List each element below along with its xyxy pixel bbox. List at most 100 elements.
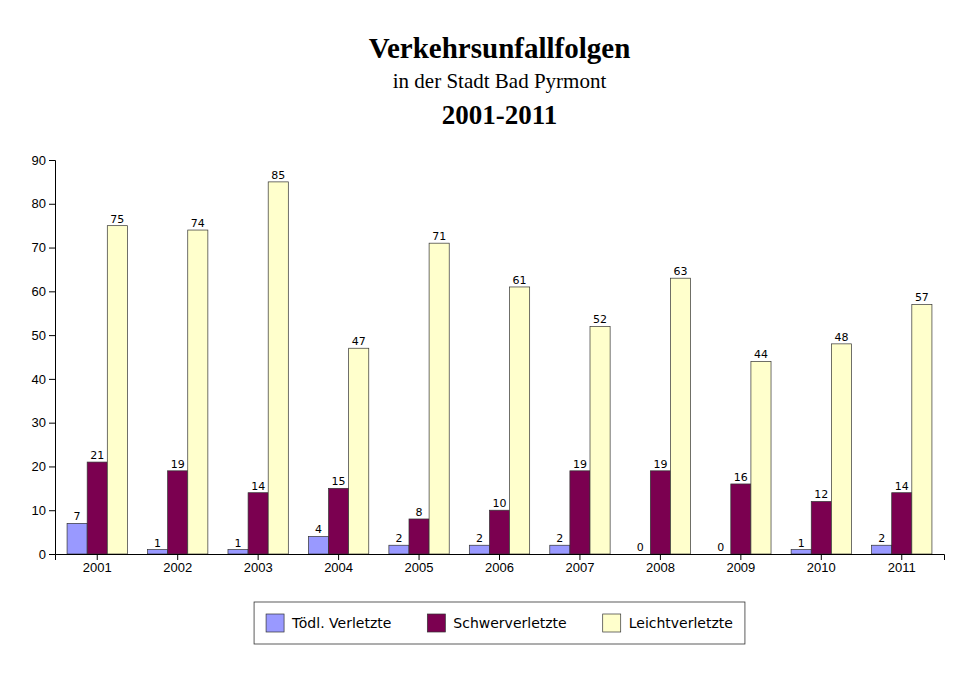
legend-swatch	[266, 614, 284, 632]
title: in der Stadt Bad Pyrmont	[393, 69, 607, 93]
y-tick: 40	[32, 372, 55, 387]
y-axis: 0102030405060708090	[32, 153, 56, 562]
data-label: 12	[814, 488, 828, 501]
legend-frame	[254, 602, 745, 644]
x-tick: 2001	[83, 554, 112, 575]
x-tick: 2004	[324, 554, 353, 575]
data-label: 1	[798, 537, 805, 550]
y-tick: 90	[32, 153, 55, 168]
y-tick-mark	[49, 248, 55, 249]
bar	[590, 326, 610, 554]
x-tick-label: 2002	[163, 560, 192, 575]
x-tick-mark	[258, 554, 259, 560]
x-tick-mark	[419, 554, 420, 560]
legend-swatch	[427, 614, 445, 632]
bar	[228, 550, 248, 554]
y-tick-label: 60	[32, 284, 46, 299]
data-label: 14	[251, 480, 265, 493]
x-tick-mark	[740, 554, 741, 560]
data-label: 16	[734, 471, 748, 484]
x-tick-label: 2007	[565, 560, 594, 575]
x-tick: 2007	[565, 554, 594, 575]
bar	[510, 287, 530, 554]
y-tick: 30	[32, 415, 55, 430]
y-tick-label: 40	[32, 372, 46, 387]
chart: Verkehrsunfallfolgenin der Stadt Bad Pyr…	[0, 0, 969, 679]
legend-label: Leichtverletzte	[629, 615, 733, 631]
y-tick-mark	[49, 423, 55, 424]
bar	[670, 278, 690, 554]
legend-item: Leichtverletzte	[603, 614, 733, 632]
bar	[409, 519, 429, 554]
x-tick-label: 2010	[807, 560, 836, 575]
data-label: 52	[593, 313, 607, 326]
bar	[570, 471, 590, 554]
y-tick-mark	[49, 160, 55, 161]
x-tick-label: 2006	[485, 560, 514, 575]
x-tick: 2008	[646, 554, 675, 575]
y-axis-line	[49, 161, 56, 555]
x-axis: 2001200220032004200520062007200820092010…	[56, 554, 945, 575]
data-label: 75	[110, 213, 124, 226]
x-tick-mark	[660, 554, 661, 560]
data-label: 61	[513, 274, 527, 287]
x-tick-label: 2011	[888, 560, 916, 575]
bar	[650, 471, 670, 554]
y-tick-label: 80	[32, 196, 46, 211]
data-label: 19	[653, 458, 667, 471]
x-tick-mark	[97, 554, 98, 560]
x-tick-mark	[499, 554, 500, 560]
y-tick-mark	[49, 291, 55, 292]
data-label: 2	[878, 532, 885, 545]
bar	[188, 230, 208, 554]
bar	[912, 304, 932, 554]
bar	[872, 545, 892, 554]
x-tick: 2003	[244, 554, 273, 575]
data-label: 21	[90, 449, 104, 462]
y-tick: 50	[32, 328, 55, 343]
bar	[349, 348, 369, 554]
x-tick-label: 2003	[244, 560, 273, 575]
bar	[329, 488, 349, 554]
bar	[308, 536, 328, 554]
y-tick-mark	[49, 510, 55, 511]
y-tick-label: 10	[32, 503, 46, 518]
legend: Tödl. VerletzteSchwerverletzteLeichtverl…	[254, 602, 745, 644]
y-tick: 20	[32, 459, 55, 474]
y-tick: 80	[32, 196, 55, 211]
data-label: 57	[915, 291, 929, 304]
legend-swatch	[603, 614, 621, 632]
data-label: 2	[556, 532, 563, 545]
data-label: 10	[493, 497, 507, 510]
bar	[550, 545, 570, 554]
data-label: 19	[171, 458, 185, 471]
data-label: 44	[754, 348, 768, 361]
x-tick-mark	[177, 554, 178, 560]
bar	[731, 484, 751, 554]
y-tick-mark	[49, 554, 55, 555]
data-label: 48	[834, 331, 848, 344]
y-tick: 60	[32, 284, 55, 299]
y-tick-mark	[49, 335, 55, 336]
bar	[148, 550, 168, 554]
x-tick: 2011	[888, 554, 916, 575]
plot: 7114222001221191415810191916121475748547…	[32, 153, 945, 576]
x-tick: 2009	[726, 554, 755, 575]
data-label: 19	[573, 458, 587, 471]
y-tick-mark	[49, 466, 55, 467]
data-label: 4	[315, 523, 322, 536]
bar	[791, 550, 811, 554]
data-label: 74	[191, 217, 205, 230]
bar	[489, 510, 509, 554]
y-tick-label: 30	[32, 415, 46, 430]
x-tick-label: 2004	[324, 560, 353, 575]
bar	[751, 361, 771, 554]
bar	[831, 344, 851, 554]
y-tick: 10	[32, 503, 55, 518]
x-tick: 2006	[485, 554, 514, 575]
legend-item: Tödl. Verletzte	[266, 614, 391, 632]
x-tick: 2002	[163, 554, 192, 575]
title: 2001-2011	[442, 100, 558, 130]
data-label: 7	[74, 510, 81, 523]
y-tick-label: 20	[32, 459, 46, 474]
